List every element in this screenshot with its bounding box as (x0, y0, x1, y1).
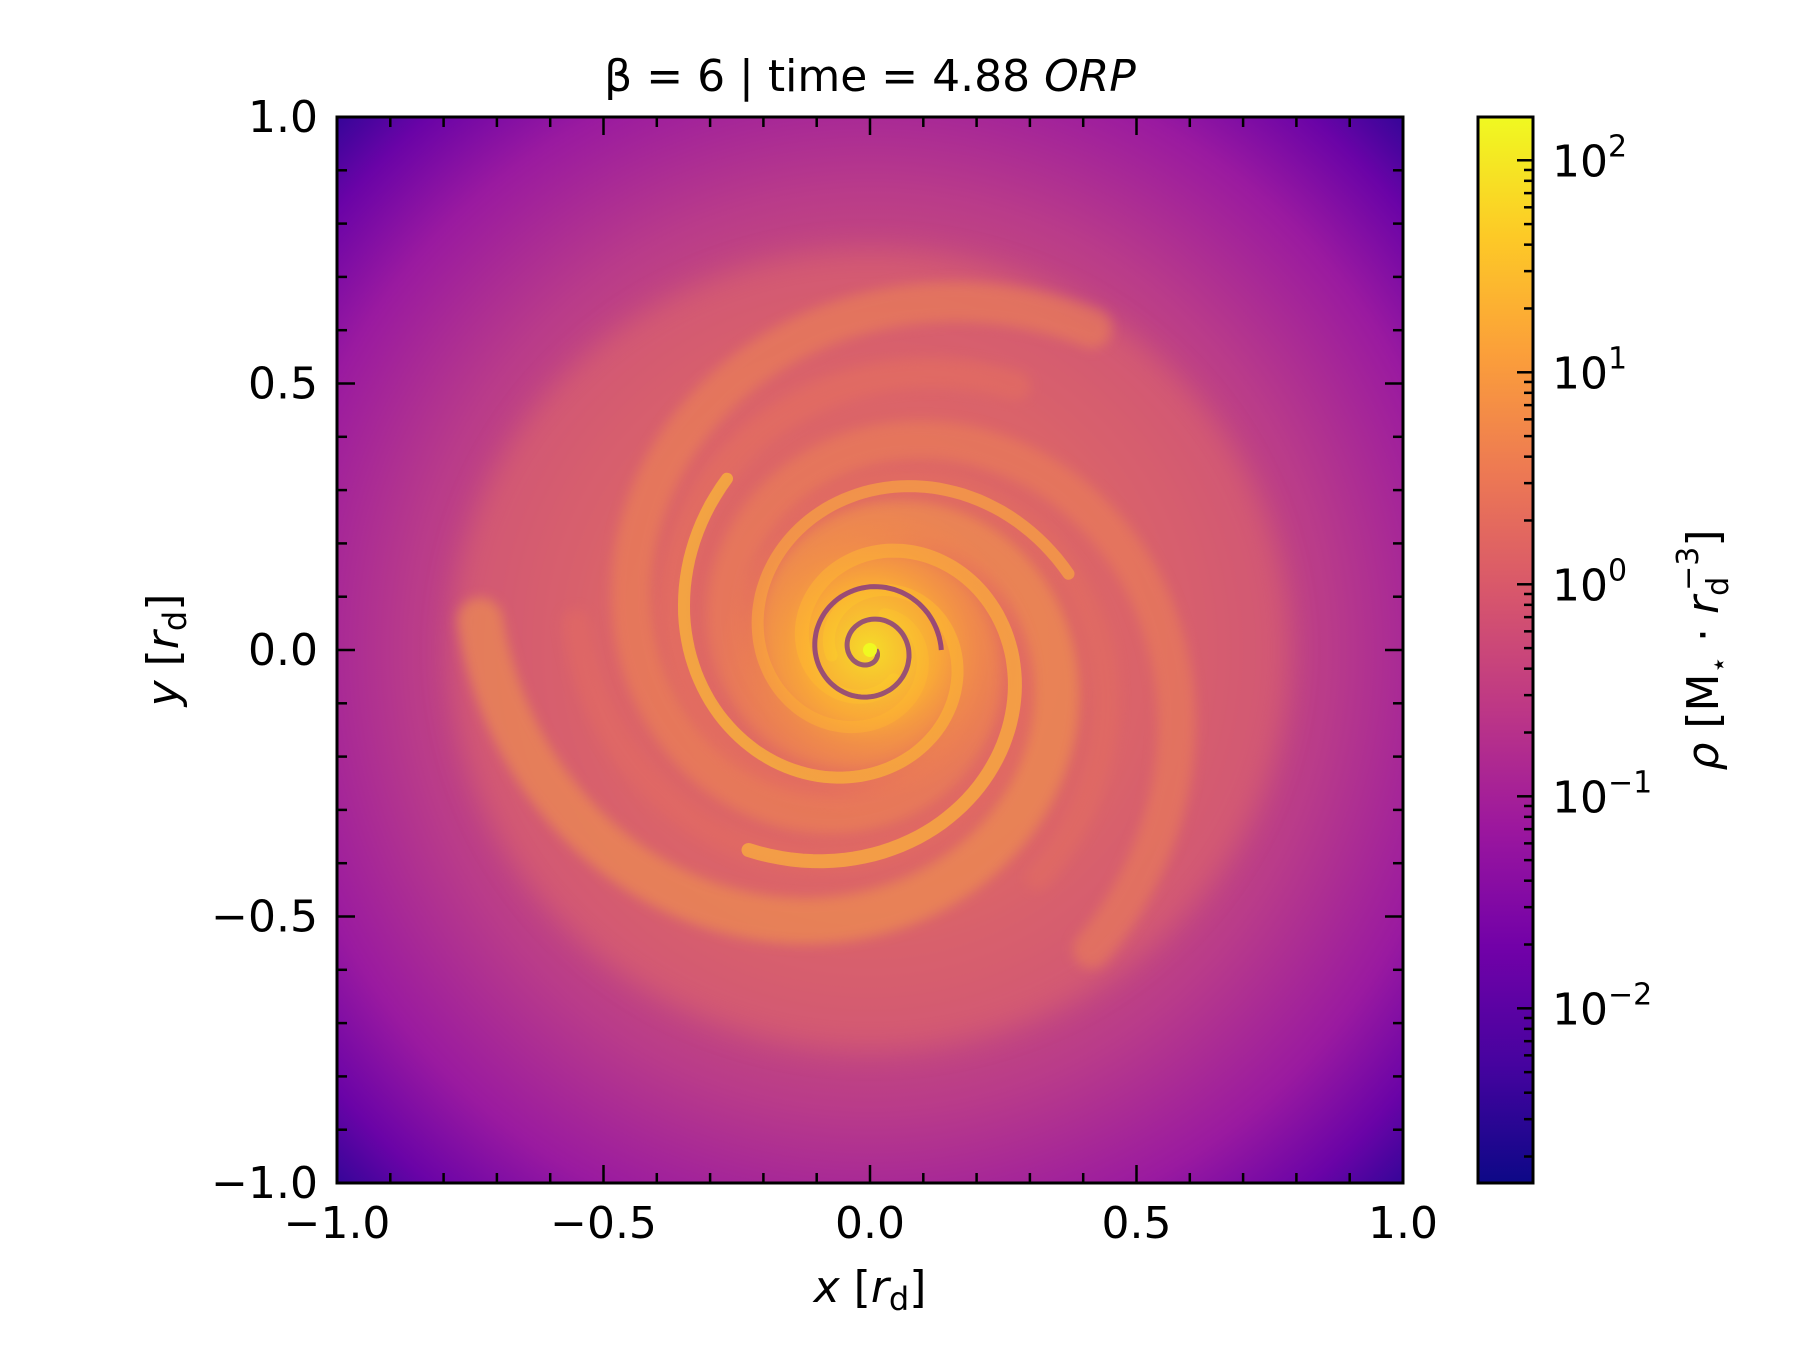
colorbar-tick-label: 10−1 (1552, 765, 1652, 823)
chart-title: β = 6 | time = 4.88 ORP (604, 51, 1136, 102)
colorbar-tick-label: 10−2 (1552, 977, 1652, 1035)
y-axis-tick-labels: −1.0 −0.5 0.0 0.5 1.0 (211, 92, 318, 1209)
x-axis-ticks (335, 117, 1405, 1183)
x-tick-label: −1.0 (284, 1198, 391, 1249)
colorbar-tick-labels: 10−2 10−1 100 101 102 (1552, 129, 1652, 1035)
x-axis-tick-labels: −1.0 −0.5 0.0 0.5 1.0 (284, 1198, 1438, 1249)
colorbar-ticks (1517, 159, 1533, 1158)
colorbar-fill (1478, 117, 1533, 1183)
y-tick-label: 1.0 (248, 92, 318, 143)
chart-title-italic: ORP (1044, 51, 1136, 102)
y-tick-label: 0.5 (248, 359, 318, 410)
colorbar-tick-label: 102 (1552, 129, 1627, 187)
colorbar-tick-label: 101 (1552, 341, 1627, 399)
colorbar-tick-label: 100 (1552, 553, 1627, 611)
x-tick-label: 0.5 (1102, 1198, 1172, 1249)
heatmap-field (337, 117, 1403, 1183)
chart-title-prefix: β = 6 | time = 4.88 (604, 51, 1044, 102)
spiral-core (812, 584, 944, 700)
x-tick-label: 0.0 (835, 1198, 905, 1249)
colorbar-label: ρ [M⋆ · rd−3] (1671, 529, 1736, 770)
y-tick-label: −1.0 (211, 1158, 318, 1209)
colorbar-frame (1476, 115, 1535, 1185)
y-axis-ticks (337, 115, 1403, 1185)
y-axis-label: y [rd] (138, 594, 194, 709)
core-center (863, 643, 877, 657)
y-tick-label: 0.0 (248, 625, 318, 676)
x-axis-label: x [rd] (812, 1262, 927, 1318)
y-tick-label: −0.5 (211, 892, 318, 943)
core-swirl (812, 584, 944, 700)
x-tick-label: −0.5 (550, 1198, 657, 1249)
x-tick-label: 1.0 (1368, 1198, 1438, 1249)
